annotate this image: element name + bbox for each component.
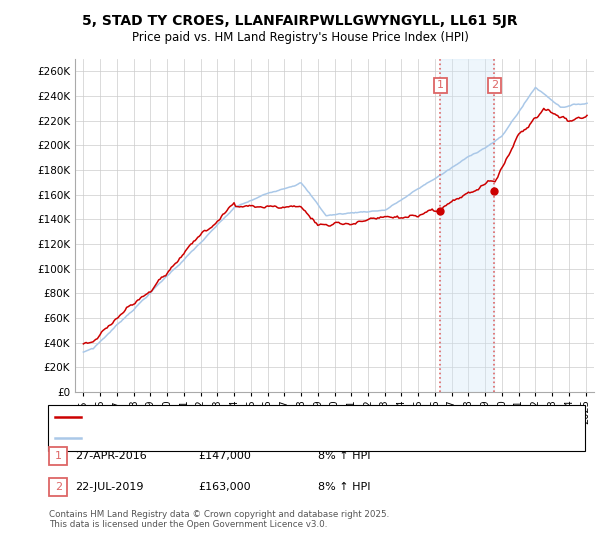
Text: 5, STAD TY CROES, LLANFAIRPWLLGWYNGYLL, LL61 5JR (semi-detached house): 5, STAD TY CROES, LLANFAIRPWLLGWYNGYLL, … [86,412,473,422]
Text: £163,000: £163,000 [198,482,251,492]
Text: 8% ↑ HPI: 8% ↑ HPI [318,451,371,461]
Text: HPI: Average price, semi-detached house, Isle of Anglesey: HPI: Average price, semi-detached house,… [86,433,370,444]
Text: £147,000: £147,000 [198,451,251,461]
Text: 5, STAD TY CROES, LLANFAIRPWLLGWYNGYLL, LL61 5JR: 5, STAD TY CROES, LLANFAIRPWLLGWYNGYLL, … [82,14,518,28]
Text: Price paid vs. HM Land Registry's House Price Index (HPI): Price paid vs. HM Land Registry's House … [131,31,469,44]
Bar [440,59,494,392]
Text: Contains HM Land Registry data © Crown copyright and database right 2025.
This d: Contains HM Land Registry data © Crown c… [49,510,389,529]
Text: 2: 2 [491,81,498,91]
Text: 8% ↑ HPI: 8% ↑ HPI [318,482,371,492]
Text: 1: 1 [437,81,444,91]
Text: 1: 1 [55,451,62,461]
Text: 22-JUL-2019: 22-JUL-2019 [75,482,143,492]
Text: 27-APR-2016: 27-APR-2016 [75,451,147,461]
Text: 2: 2 [55,482,62,492]
